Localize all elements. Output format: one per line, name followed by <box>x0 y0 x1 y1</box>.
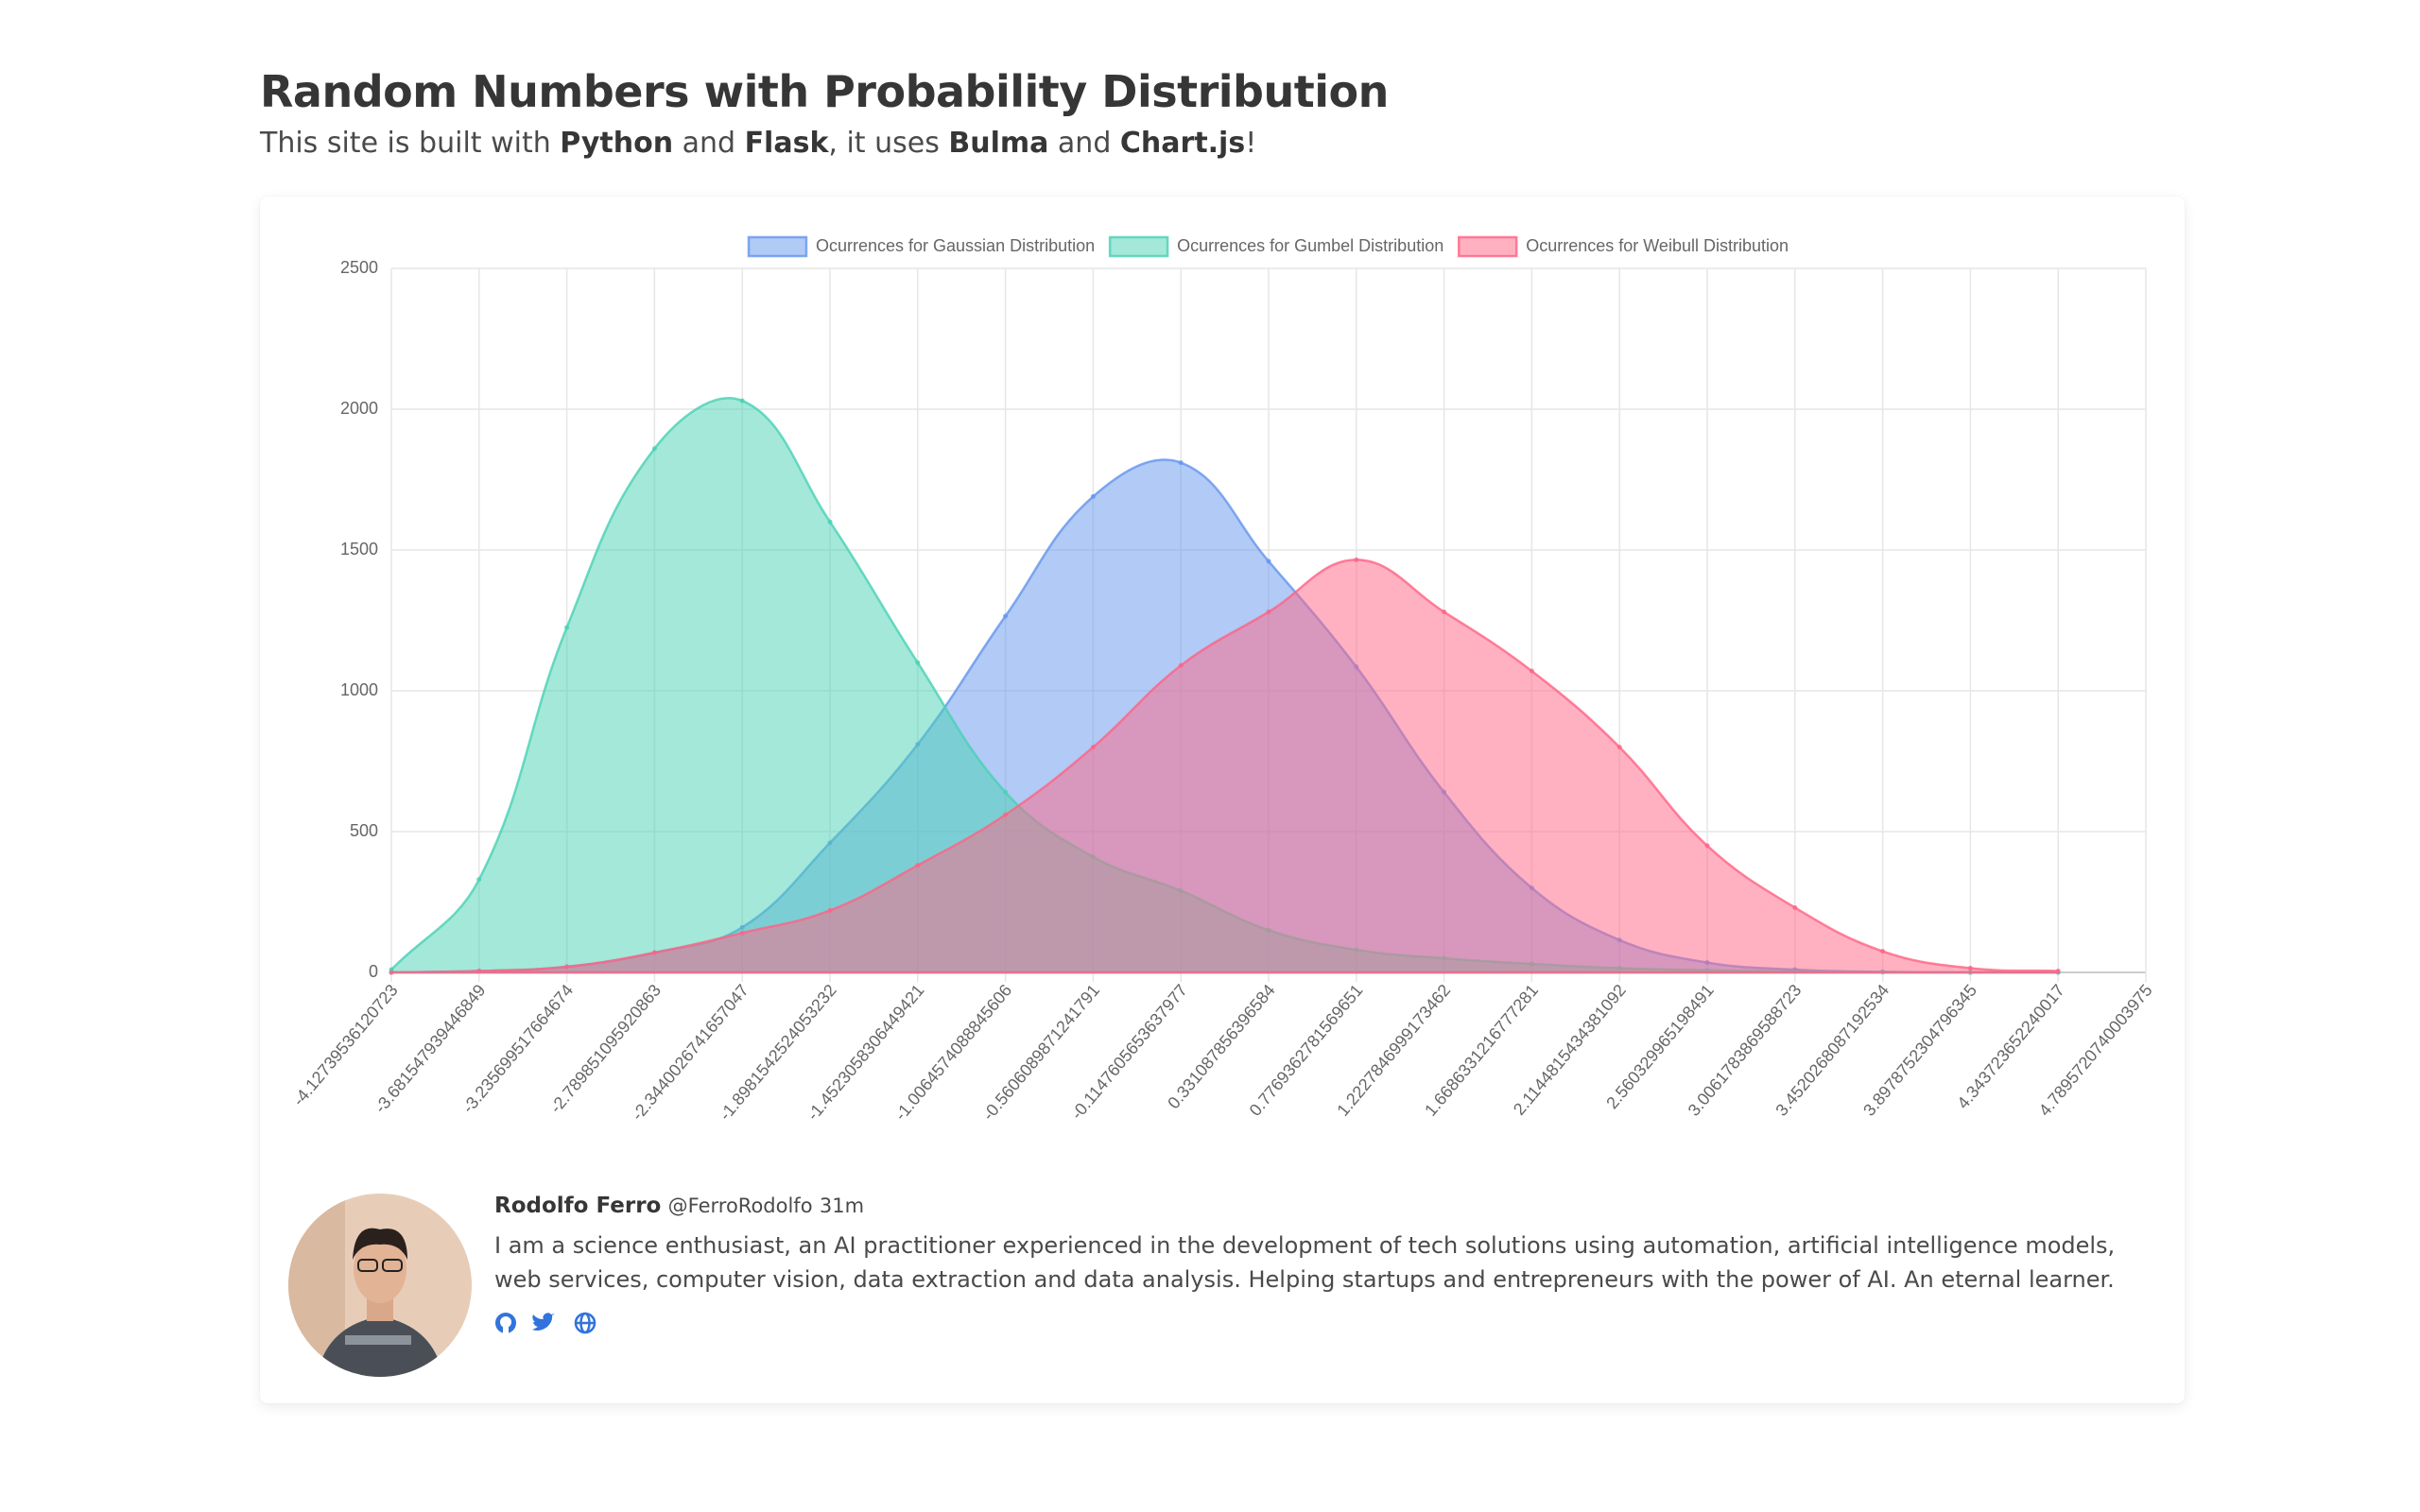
data-point <box>1792 904 1798 910</box>
legend-label: Ocurrences for Gumbel Distribution <box>1177 236 1443 255</box>
subtitle-text: and <box>1048 127 1120 160</box>
data-point <box>564 625 570 630</box>
data-point <box>1967 966 1973 971</box>
subtitle-bold: Bulma <box>948 127 1049 160</box>
data-point <box>389 970 394 975</box>
data-point <box>1003 789 1009 795</box>
profile-name-line: Rodolfo Ferro @FerroRodolfo 31m <box>494 1194 864 1218</box>
page-subtitle: This site is built with Python and Flask… <box>260 127 1256 160</box>
subtitle-text: This site is built with <box>260 127 561 160</box>
subtitle-bold: Python <box>560 127 674 160</box>
y-tick-label: 500 <box>350 821 378 840</box>
y-tick-label: 1000 <box>340 680 378 699</box>
subtitle-text: and <box>673 127 745 160</box>
series-area <box>390 558 2060 974</box>
subtitle-bold: Flask <box>744 127 829 160</box>
data-point <box>2055 969 2061 974</box>
data-point <box>1616 745 1622 750</box>
web-icon[interactable] <box>574 1312 596 1334</box>
data-point <box>1442 610 1447 615</box>
data-point <box>739 930 745 936</box>
data-point <box>827 519 833 524</box>
data-point <box>1090 493 1096 499</box>
card: 0 500 1000 1500 2000 2500 -4.12739536120723 -3.… <box>260 197 2185 1403</box>
legend-swatch <box>1457 235 1518 258</box>
chart: 05001000150020002500-4.12739536120723-3.… <box>289 235 2156 1124</box>
data-point <box>827 907 833 913</box>
social-icons <box>495 1312 596 1334</box>
data-point <box>651 446 657 452</box>
profile-time: 31m <box>819 1194 865 1217</box>
data-point <box>476 969 482 974</box>
data-point <box>1704 843 1710 849</box>
legend: Ocurrences for Gaussian Distribution Ocur… <box>747 235 1789 258</box>
subtitle-text: ! <box>1245 127 1257 160</box>
github-icon[interactable] <box>495 1313 516 1333</box>
data-point <box>1178 662 1184 668</box>
data-point <box>1880 949 1886 954</box>
subtitle-text: , it uses <box>828 127 949 160</box>
y-tick-label: 2500 <box>340 258 378 277</box>
twitter-icon[interactable] <box>532 1313 555 1331</box>
legend-swatch <box>747 235 808 258</box>
data-point <box>564 964 570 970</box>
data-point <box>476 877 482 883</box>
avatar <box>288 1194 472 1377</box>
y-tick-label: 0 <box>369 962 378 981</box>
profile-bio: I am a science enthusiast, an AI practit… <box>494 1232 2116 1293</box>
y-tick-label: 2000 <box>340 399 378 418</box>
profile-name: Rodolfo Ferro <box>494 1194 662 1218</box>
profile-handle: @FerroRodolfo <box>667 1194 813 1217</box>
data-point <box>915 863 921 868</box>
data-point <box>1178 460 1184 466</box>
data-point <box>1354 557 1359 562</box>
page-title: Random Numbers with Probability Distribu… <box>260 66 1389 117</box>
data-point <box>1003 613 1009 619</box>
data-point <box>739 398 745 404</box>
legend-swatch <box>1108 235 1169 258</box>
data-point <box>1090 745 1096 750</box>
data-point <box>651 950 657 955</box>
data-point <box>1003 812 1009 817</box>
legend-label: Ocurrences for Gaussian Distribution <box>816 236 1095 255</box>
y-tick-label: 1500 <box>340 540 378 558</box>
data-point <box>915 660 921 665</box>
legend-label: Ocurrences for Weibull Distribution <box>1526 236 1789 255</box>
data-point <box>1266 558 1271 564</box>
data-point <box>1266 610 1271 615</box>
data-point <box>1529 668 1534 674</box>
subtitle-bold: Chart.js <box>1119 127 1246 160</box>
